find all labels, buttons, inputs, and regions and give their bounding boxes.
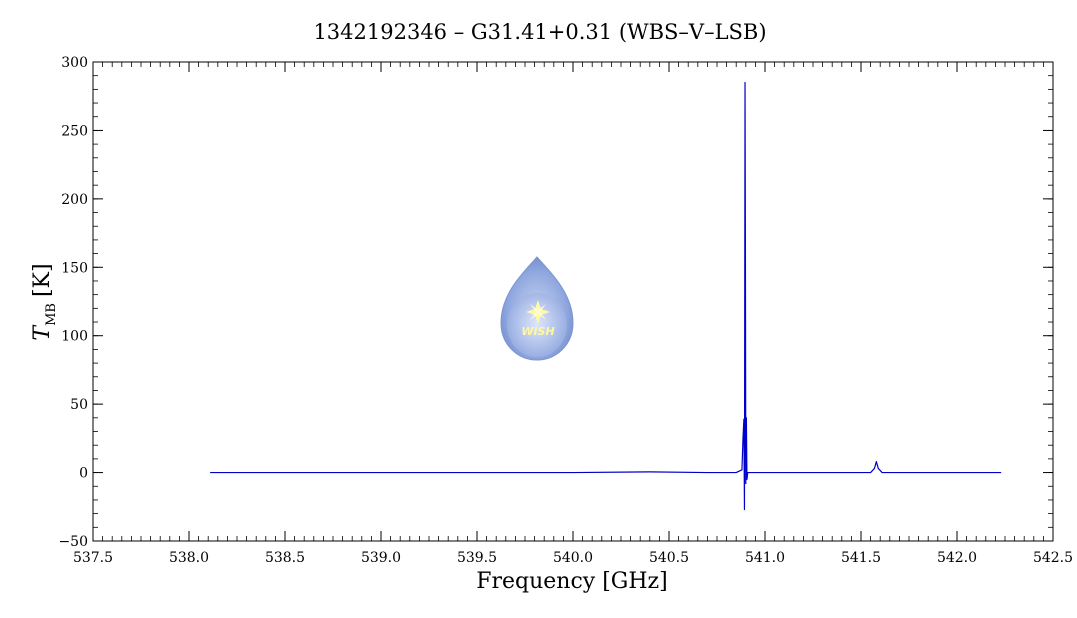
y-tick-label: 0 <box>79 466 88 482</box>
x-tick-label: 542.0 <box>937 550 977 566</box>
x-tick-label: 542.5 <box>1033 550 1073 566</box>
y-tick-label: 150 <box>61 260 88 276</box>
y-tick-label: 200 <box>61 192 88 208</box>
x-tick-label: 537.5 <box>73 550 113 566</box>
x-tick-label: 539.5 <box>457 550 497 566</box>
x-tick-label: 541.0 <box>745 550 785 566</box>
x-tick-label: 538.5 <box>265 550 305 566</box>
logo-label: WISH <box>521 325 554 338</box>
y-axis-title: TMB [K] <box>30 263 59 340</box>
x-axis-title: Frequency [GHz] <box>476 569 668 594</box>
star-icon <box>526 300 550 324</box>
y-tick-label: 100 <box>61 329 88 345</box>
chart-title: 1342192346 – G31.41+0.31 (WBS–V–LSB) <box>313 20 766 44</box>
svg-text:TMB[K]: TMB [K] <box>30 263 59 340</box>
spectrum-line-0 <box>210 81 1002 511</box>
x-tick-label: 541.5 <box>841 550 881 566</box>
x-tick-label: 538.0 <box>169 550 209 566</box>
wish-logo: WISH <box>500 256 574 361</box>
y-axis-title-unit: [K] <box>30 263 55 297</box>
y-tick-label: 250 <box>61 123 88 139</box>
y-axis-title-symbol: T <box>30 324 55 341</box>
y-tick-label: −50 <box>58 534 88 550</box>
plot-frame <box>92 61 1054 542</box>
y-tick-label: 300 <box>61 55 88 71</box>
x-tick-label: 539.0 <box>361 550 401 566</box>
y-tick-label: 50 <box>70 397 88 413</box>
y-axis-title-subscript: MB <box>44 303 59 326</box>
x-tick-label: 540.5 <box>649 550 689 566</box>
x-tick-label: 540.0 <box>553 550 593 566</box>
